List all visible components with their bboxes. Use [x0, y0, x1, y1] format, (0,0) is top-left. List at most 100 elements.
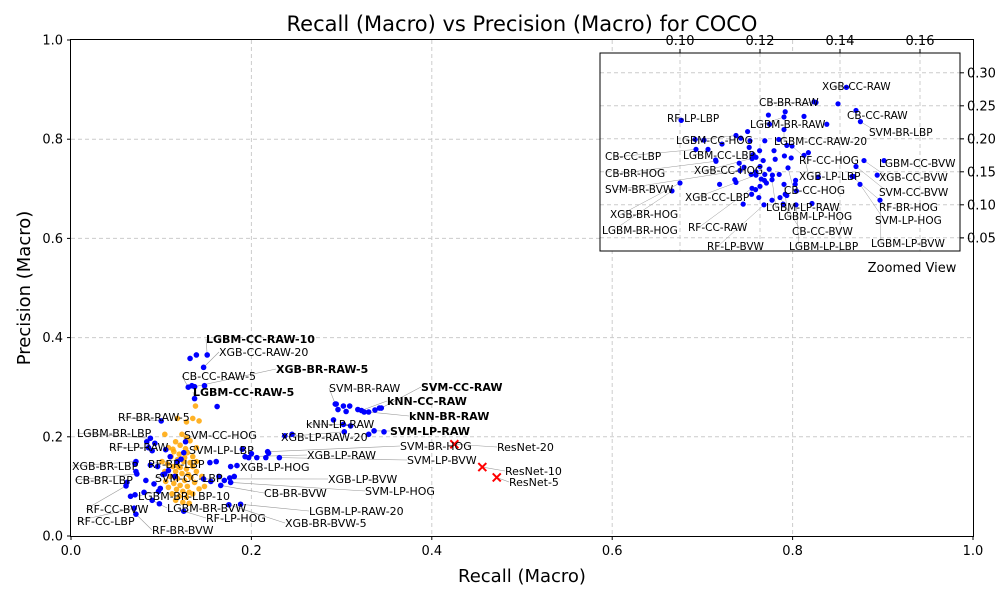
point-label: kNN-LP-RAW: [306, 418, 374, 431]
labeled-point: [265, 449, 271, 455]
zoom-point: [770, 173, 775, 178]
zoom-x-tick-label: 0.10: [666, 34, 695, 49]
blue-point: [187, 356, 193, 362]
point-label: CB-BR-BVW: [264, 487, 327, 500]
zoom-point-label: SVM-BR-LBP: [869, 127, 933, 139]
y-tick-label: 0.0: [42, 530, 63, 545]
y-tick-label: 0.4: [42, 331, 63, 346]
blue-point: [143, 478, 149, 484]
label-leader-line: [241, 504, 309, 511]
zoom-point: [749, 192, 754, 197]
point-label: XGB-LP-HOG: [240, 461, 310, 474]
point-label: RF-LP-HOG: [206, 512, 266, 525]
zoom-point-label: XGB-CC-RAW: [822, 81, 891, 93]
label-leader-line: [136, 514, 152, 530]
zoom-y-tick-label: 0.15: [967, 165, 996, 180]
zoom-point-label: SVM-CC-BVW: [879, 187, 949, 199]
point-label: XGB-BR-LBP: [72, 460, 139, 473]
zoom-point: [777, 172, 782, 177]
zoom-point-label: CB-BR-HOG: [605, 168, 665, 180]
zoom-x-tick-label: 0.16: [906, 34, 935, 49]
point-label: SVM-BR-HOG: [400, 440, 472, 453]
blue-point: [234, 463, 240, 469]
zoom-point-label: XGB-CC-HOG: [694, 165, 763, 177]
blue-point: [263, 455, 269, 461]
point-label: SVM-CC-HOG: [184, 429, 257, 442]
point-label: XGB-BR-RAW-5: [276, 363, 368, 376]
point-label: CB-BR-LBP: [75, 474, 133, 487]
resnet-x-marker: [493, 473, 501, 481]
blue-point: [194, 352, 200, 358]
point-label: SVM-CC-RAW: [421, 381, 503, 394]
point-label: XGB-BR-BVW-5: [285, 517, 367, 530]
zoom-point: [762, 178, 767, 183]
zoom-point: [783, 109, 788, 114]
blue-point: [128, 494, 134, 500]
zoom-point-label: XGB-BR-HOG: [610, 209, 678, 221]
blue-point: [341, 403, 347, 409]
zoom-point: [756, 195, 761, 200]
x-axis-label: Recall (Macro): [458, 566, 586, 587]
point-label: ResNet-5: [509, 476, 559, 489]
point-label: SVM-LP-LBP: [189, 444, 254, 457]
labeled-point: [378, 405, 384, 411]
zoom-point-label: LGBM-CC-BVW: [879, 158, 956, 170]
zoom-y-tick-label: 0.25: [967, 99, 996, 114]
zoom-labeled-point: [785, 165, 790, 170]
y-tick-label: 0.6: [42, 232, 63, 247]
zoom-point: [767, 167, 772, 172]
blue-point: [213, 459, 219, 465]
orange-point: [177, 442, 183, 448]
main-point-labels: LGBM-CC-RAW-10XGB-CC-RAW-20XGB-BR-RAW-5C…: [72, 333, 562, 537]
point-label: LGBM-BR-LBP: [77, 427, 152, 440]
zoom-y-tick-label: 0.10: [967, 198, 996, 213]
zoom-point-label: SVM-BR-BVW: [605, 184, 674, 196]
point-label: CB-CC-RAW-5: [182, 370, 256, 383]
point-label: SVM-BR-RAW: [329, 382, 400, 395]
zoom-point: [773, 157, 778, 162]
zoom-point-label: LGBM-LP-BVW: [871, 238, 945, 250]
point-label: ResNet-20: [497, 441, 554, 454]
labeled-point: [332, 401, 338, 407]
point-label: RF-BR-RAW-5: [118, 411, 190, 424]
blue-point: [254, 455, 260, 461]
x-tick-label: 1.0: [963, 544, 984, 559]
zoom-point-label: LGBM-CC-RAW-20: [774, 136, 867, 148]
zoom-point-label: SVM-LP-HOG: [875, 215, 942, 227]
blue-point: [343, 409, 349, 415]
zoom-point: [717, 182, 722, 187]
chart-title: Recall (Macro) vs Precision (Macro) for …: [287, 12, 758, 36]
blue-point: [381, 429, 387, 435]
resnet-x-marker: [478, 463, 486, 471]
zoom-point-label: RF-CC-RAW: [688, 222, 748, 234]
zoom-y-tick-label: 0.30: [967, 66, 996, 81]
blue-point: [231, 474, 237, 480]
orange-point: [173, 439, 179, 445]
zoom-point-label: LGBM-CC-LBP: [683, 150, 755, 162]
labeled-point: [228, 464, 234, 470]
labeled-point: [359, 408, 365, 414]
zoom-caption: Zoomed View: [868, 261, 957, 276]
labeled-point: [277, 455, 283, 461]
zoom-point-label: XGB-CC-BVW: [879, 172, 948, 184]
zoom-point-label: RF-LP-LBP: [667, 113, 719, 125]
zoom-labeled-point: [769, 177, 774, 182]
zoom-point-label: CB-CC-HOG: [784, 185, 845, 197]
zoom-y-tick-label: 0.20: [967, 132, 996, 147]
point-label: SVM-LP-BVW: [407, 454, 477, 467]
zoom-point-label: XGB-CC-LBP: [685, 192, 749, 204]
zoom-point-label: LGBM-LP-HOG: [778, 211, 852, 223]
zoom-x-tick-label: 0.14: [826, 34, 855, 49]
zoom-point: [782, 153, 787, 158]
zoom-point-label: RF-CC-HOG: [799, 155, 859, 167]
zoom-labeled-point: [677, 180, 682, 185]
zoom-y-tick-label: 0.05: [967, 231, 996, 246]
x-tick-label: 0.2: [241, 544, 262, 559]
zoom-point-label: CB-CC-BVW: [792, 226, 853, 238]
x-tick-label: 0.0: [61, 544, 82, 559]
orange-point: [190, 416, 196, 422]
zoom-point: [757, 184, 762, 189]
point-label: RF-LP-RAW: [109, 441, 169, 454]
zoom-point: [789, 155, 794, 160]
